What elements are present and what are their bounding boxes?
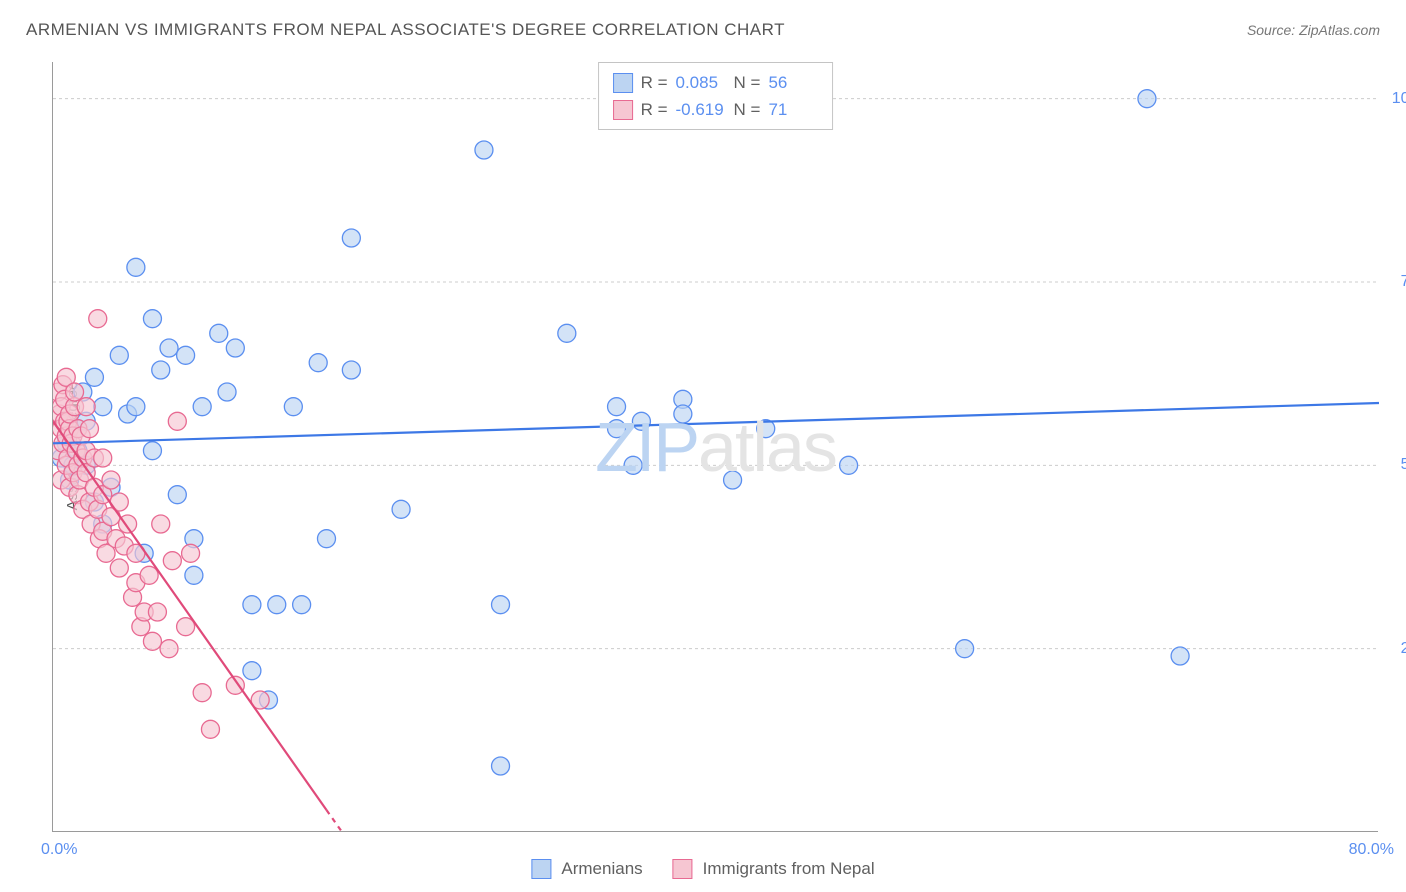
legend-label: Immigrants from Nepal — [703, 859, 875, 879]
data-point — [218, 383, 236, 401]
trend-line — [53, 403, 1379, 443]
data-point — [94, 398, 112, 416]
y-tick-label: 50.0% — [1401, 456, 1406, 474]
data-point — [152, 361, 170, 379]
legend-stats-box: R =0.085N =56R =-0.619N =71 — [598, 62, 834, 130]
data-point — [956, 640, 974, 658]
data-point — [558, 324, 576, 342]
source-attribution: Source: ZipAtlas.com — [1247, 22, 1380, 38]
x-tick-min: 0.0% — [41, 841, 77, 859]
data-point — [143, 442, 161, 460]
data-point — [110, 346, 128, 364]
data-point — [163, 552, 181, 570]
data-point — [268, 596, 286, 614]
data-point — [160, 339, 178, 357]
data-point — [185, 566, 203, 584]
data-point — [77, 398, 95, 416]
data-point — [85, 368, 103, 386]
legend-stats-row: R =-0.619N =71 — [613, 96, 819, 123]
data-point — [1171, 647, 1189, 665]
data-point — [243, 596, 261, 614]
data-point — [492, 757, 510, 775]
data-point — [89, 310, 107, 328]
data-point — [177, 346, 195, 364]
data-point — [102, 471, 120, 489]
data-point — [160, 640, 178, 658]
data-point — [243, 662, 261, 680]
data-point — [492, 596, 510, 614]
data-point — [193, 398, 211, 416]
data-point — [293, 596, 311, 614]
data-point — [632, 412, 650, 430]
data-point — [608, 398, 626, 416]
trend-line — [53, 421, 326, 810]
data-point — [342, 229, 360, 247]
bottom-legend: Armenians Immigrants from Nepal — [531, 859, 874, 879]
data-point — [724, 471, 742, 489]
data-point — [309, 354, 327, 372]
legend-item: Armenians — [531, 859, 642, 879]
data-point — [608, 420, 626, 438]
data-point — [66, 383, 84, 401]
legend-swatch — [531, 859, 551, 879]
data-point — [342, 361, 360, 379]
data-point — [143, 310, 161, 328]
legend-label: Armenians — [561, 859, 642, 879]
plot-area: ZIPatlas R =0.085N =56R =-0.619N =71 25.… — [52, 62, 1378, 832]
legend-swatch — [673, 859, 693, 879]
data-point — [1138, 90, 1156, 108]
data-point — [94, 449, 112, 467]
data-point — [210, 324, 228, 342]
data-point — [152, 515, 170, 533]
x-tick-max: 80.0% — [1349, 841, 1394, 859]
data-point — [392, 500, 410, 518]
y-tick-label: 25.0% — [1401, 640, 1406, 658]
y-tick-label: 75.0% — [1401, 273, 1406, 291]
data-point — [168, 412, 186, 430]
data-point — [110, 559, 128, 577]
scatter-svg — [53, 62, 1379, 832]
data-point — [127, 258, 145, 276]
legend-swatch — [613, 100, 633, 120]
data-point — [840, 456, 858, 474]
data-point — [140, 566, 158, 584]
legend-item: Immigrants from Nepal — [673, 859, 875, 879]
data-point — [80, 420, 98, 438]
legend-stats-row: R =0.085N =56 — [613, 69, 819, 96]
data-point — [624, 456, 642, 474]
data-point — [674, 405, 692, 423]
data-point — [201, 720, 219, 738]
chart-title: ARMENIAN VS IMMIGRANTS FROM NEPAL ASSOCI… — [26, 20, 785, 40]
data-point — [143, 632, 161, 650]
data-point — [193, 684, 211, 702]
data-point — [127, 398, 145, 416]
data-point — [182, 544, 200, 562]
data-point — [226, 339, 244, 357]
data-point — [475, 141, 493, 159]
y-tick-label: 100.0% — [1392, 90, 1406, 108]
data-point — [148, 603, 166, 621]
data-point — [317, 530, 335, 548]
legend-swatch — [613, 73, 633, 93]
data-point — [168, 486, 186, 504]
trend-line-dash — [326, 810, 367, 832]
data-point — [284, 398, 302, 416]
